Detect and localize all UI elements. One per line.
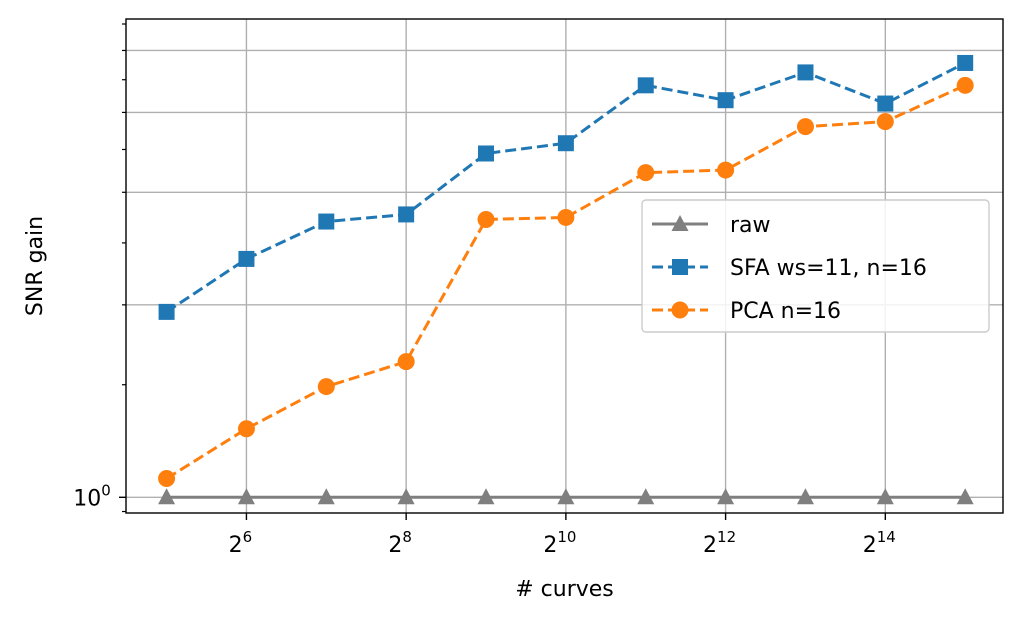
y-tick-label: 100	[73, 481, 111, 511]
x-tick-label: 212	[703, 528, 736, 558]
data-point	[158, 470, 176, 488]
x-tick-label: 28	[388, 528, 412, 558]
x-axis-ticks: 26 28 210 212 214	[229, 513, 896, 558]
y-axis-label: SNR gain	[23, 216, 48, 316]
x-tick-label: 210	[543, 528, 576, 558]
legend-entry: SFA ws=11, n=16	[652, 256, 927, 281]
data-point	[477, 210, 495, 228]
legend-entry: PCA n=16	[652, 299, 841, 324]
series-1	[158, 54, 974, 320]
data-point	[876, 113, 894, 131]
data-point	[796, 488, 814, 505]
data-point	[237, 488, 255, 505]
data-point	[397, 353, 415, 371]
legend-label: raw	[730, 213, 771, 238]
x-tick-label: 26	[229, 528, 253, 558]
data-point	[237, 420, 255, 438]
data-point	[478, 145, 495, 162]
data-point	[477, 488, 495, 505]
data-point	[158, 303, 175, 320]
data-point	[398, 206, 415, 223]
x-axis-label: # curves	[515, 577, 614, 602]
series-line	[165, 83, 966, 480]
x-tick-label: 214	[863, 528, 896, 558]
series-line	[165, 61, 966, 314]
legend-entry: raw	[652, 213, 771, 238]
data-point	[796, 118, 814, 136]
data-point	[317, 378, 335, 396]
data-point	[318, 213, 335, 230]
legend-marker	[671, 215, 689, 231]
data-point	[637, 77, 654, 94]
legend-marker	[671, 301, 689, 319]
data-point	[637, 488, 655, 505]
data-point	[397, 488, 415, 505]
data-point	[557, 208, 575, 226]
series-0	[158, 488, 974, 505]
data-point	[317, 488, 335, 505]
data-point	[717, 488, 735, 505]
data-point	[956, 488, 974, 505]
data-point	[876, 488, 894, 505]
data-point	[957, 54, 974, 71]
data-point	[557, 488, 575, 505]
data-point	[797, 64, 814, 81]
legend-marker	[672, 259, 688, 275]
y-axis-ticks: 100	[73, 481, 126, 511]
data-point	[637, 164, 655, 182]
legend-box	[641, 199, 990, 333]
data-point	[158, 488, 176, 505]
data-point	[238, 250, 255, 267]
series-layer	[158, 54, 974, 505]
data-point	[557, 135, 574, 152]
data-point	[717, 161, 735, 179]
legend-label: PCA n=16	[730, 299, 841, 324]
data-point	[877, 95, 894, 112]
data-point	[717, 92, 734, 109]
legend: raw SFA ws=11, n=16 PCA n=16	[641, 199, 990, 333]
data-point	[956, 76, 974, 94]
legend-label: SFA ws=11, n=16	[730, 256, 927, 281]
series-2	[158, 76, 974, 488]
plot-frame	[125, 18, 1004, 514]
